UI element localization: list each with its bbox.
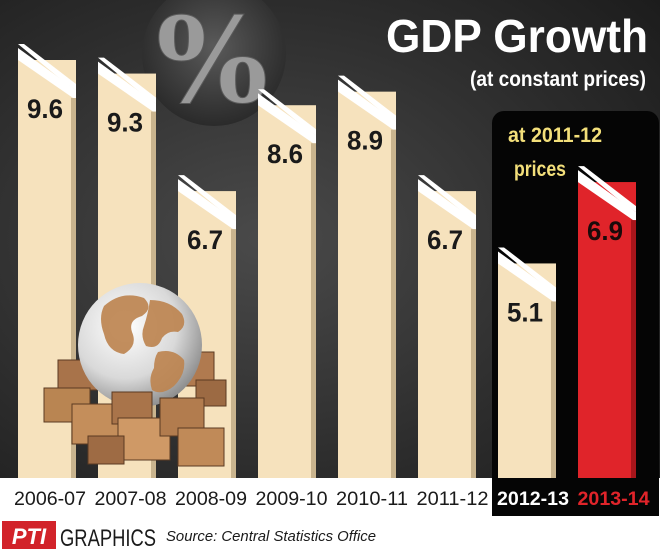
value-label-2007-08: 9.3 [107,108,143,138]
bar-cap-2011-12 [418,175,476,222]
category-label-2006-07: 2006-07 [14,489,86,510]
bar-cap-edge-2013-14 [578,170,636,223]
value-label-2009-10: 8.6 [267,139,303,169]
category-label-2007-08: 2007-08 [95,489,167,510]
bar-cap-2009-10 [258,89,316,136]
source-text: Source: Central Statistics Office [166,528,376,545]
category-label-2013-14: 2013-14 [578,489,650,510]
value-label-2012-13: 5.1 [507,297,543,327]
bar-cap-edge-2012-13 [498,251,556,304]
cargo-boxes-front [43,387,225,467]
bar-side-2006-07 [71,98,76,478]
bar-2012-13 [498,247,556,478]
bar-side-2010-11 [391,129,396,479]
category-band [0,478,492,516]
pti-logo: PTI [2,521,56,549]
bar-cap-2012-13 [498,247,556,294]
bar-2010-11 [338,75,396,479]
bar-cap-edge-2006-07 [18,48,76,100]
value-label-2008-09: 6.7 [187,225,223,255]
bar-2006-07 [18,44,76,478]
bar-front-2011-12 [418,191,476,478]
annotation-line-2: prices [514,158,566,181]
category-label-2010-11: 2010-11 [336,489,408,510]
category-label-2012-13: 2012-13 [497,489,569,510]
globe-continents [101,295,185,393]
value-label-2011-12: 6.7 [427,225,463,255]
x-axis-labels: 2006-07 2007-08 2008-09 2009-10 2010-11 2011-… [14,489,650,510]
bar-front-2010-11 [338,91,396,478]
value-label-2013-14: 6.9 [587,216,623,246]
bars: 9.6 9.3 6.7 8.6 8.9 6.7 5.1 6.9 [18,44,636,479]
category-label-2009-10: 2009-10 [256,489,328,510]
bar-side-2012-13 [551,301,556,478]
annotation-line-1: at 2011-12 [508,124,602,147]
bar-side-2008-09 [231,229,236,478]
chart-title: GDP Growth [386,10,648,62]
footer-band [0,516,660,551]
bar-cap-edge-2007-08 [98,61,156,114]
value-label-2010-11: 8.9 [347,126,383,156]
bar-cap-edge-2010-11 [338,79,396,132]
pti-logo-text: PTI [12,524,47,549]
category-label-2011-12: 2011-12 [417,489,489,510]
bar-2011-12 [418,175,476,478]
bar-2009-10 [258,89,316,479]
pti-logo-box [2,521,56,549]
category-label-2008-09: 2008-09 [175,489,247,510]
value-label-2006-07: 9.6 [27,94,63,124]
bar-cap-2013-14 [578,166,636,213]
brand-text: GRAPHICS [60,525,156,551]
bar-cap-2010-11 [338,75,396,122]
bar-cap-edge-2011-12 [418,179,476,232]
bar-front-2012-13 [498,263,556,478]
bar-front-2013-14 [578,182,636,478]
bar-2013-14 [578,166,636,478]
bar-cap-2006-07 [18,44,76,90]
percent-badge: % [142,0,286,131]
bar-side-2013-14 [631,220,636,478]
percent-badge-circle [142,0,286,126]
bar-cap-edge-2008-09 [178,179,236,232]
bar-side-2009-10 [311,143,316,479]
bar-cap-2007-08 [98,57,156,104]
bar-front-2009-10 [258,105,316,478]
bar-cap-2008-09 [178,175,236,222]
chart-subtitle: (at constant prices) [470,68,646,91]
globe-illustration [43,283,227,467]
bar-cap-edge-2009-10 [258,93,316,146]
bar-side-2011-12 [471,229,476,478]
percent-icon: % [156,0,268,130]
